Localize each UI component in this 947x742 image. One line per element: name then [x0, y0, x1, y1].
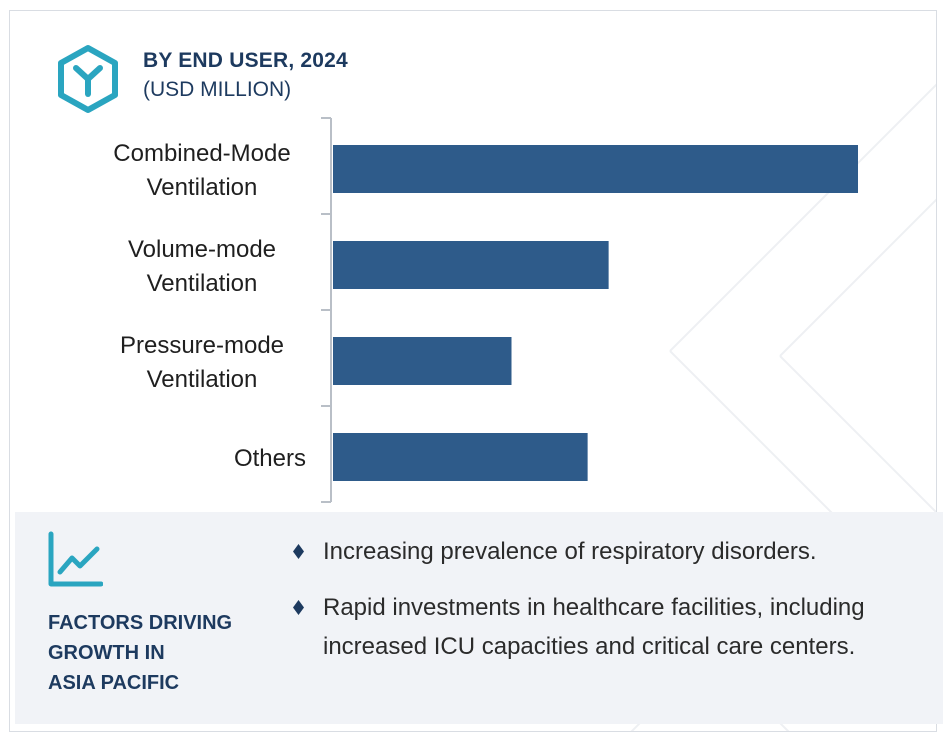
factor-item-text: Increasing prevalence of respiratory dis… [323, 538, 817, 565]
category-label-line: Combined-Mode [113, 140, 290, 167]
chart-title: BY END USER, 2024 [143, 49, 348, 72]
bar [333, 337, 512, 385]
factors-title-line: FACTORS DRIVING [48, 612, 233, 634]
category-label-line: Pressure-mode [120, 332, 284, 359]
factor-item: Increasing prevalence of respiratory dis… [291, 532, 911, 571]
trend-line-chart-icon [48, 531, 103, 587]
bar [333, 241, 609, 289]
category-label-line: Volume-mode [128, 236, 276, 263]
factor-item: Rapid investments in healthcare faciliti… [291, 588, 911, 666]
factor-item-text: Rapid investments in healthcare faciliti… [323, 594, 865, 660]
category-label: Volume-mode Ventilation [128, 236, 276, 297]
category-label-line: Ventilation [147, 366, 258, 393]
category-label-line: Ventilation [147, 174, 258, 201]
factors-list: Increasing prevalence of respiratory dis… [291, 532, 911, 683]
bar-chart: Combined-Mode Ventilation Volume-mode Venti… [113, 117, 858, 503]
category-label-line: Others [234, 445, 306, 472]
category-label: Others [234, 445, 306, 472]
chart-subtitle: (USD MILLION) [143, 78, 292, 101]
factors-panel: FACTORS DRIVING GROWTH IN ASIA PACIFIC I… [15, 512, 943, 724]
factors-title: FACTORS DRIVING GROWTH IN ASIA PACIFIC [48, 608, 268, 698]
bar [333, 145, 858, 193]
diamond-bullet-icon [293, 544, 304, 559]
factors-title-line: GROWTH IN [48, 642, 165, 664]
factors-title-line: ASIA PACIFIC [48, 672, 180, 694]
diamond-bullet-icon [293, 600, 304, 615]
category-label: Combined-Mode Ventilation [113, 140, 290, 201]
bar [333, 433, 588, 481]
hexagon-y-logo-icon [58, 45, 118, 113]
category-label: Pressure-mode Ventilation [120, 332, 284, 393]
category-label-line: Ventilation [147, 270, 258, 297]
